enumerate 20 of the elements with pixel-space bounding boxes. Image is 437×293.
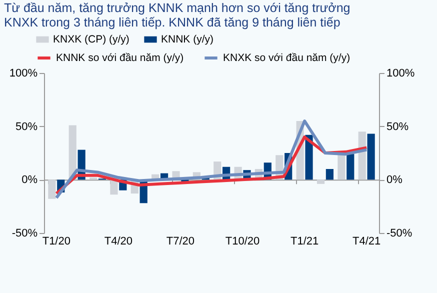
- x-tick-label: T1/21: [290, 236, 319, 248]
- y2-tick-label: 50%: [386, 120, 409, 133]
- y2-tick-label: 0%: [386, 174, 403, 186]
- y2-tick-label: 100%: [386, 68, 415, 80]
- y-tick-label: 100%: [9, 68, 38, 80]
- legend-label: KNXK so với đầu năm (y/y): [223, 52, 350, 64]
- x-tick-label: T4/21: [352, 236, 381, 248]
- legend-label: KNNK so với đầu năm (y/y): [56, 52, 184, 64]
- text: Từ đầu năm, tăng trưởng KNNK mạnh hơn so với tăng trưởng: [4, 1, 350, 15]
- y-tick-label: -50%: [12, 228, 38, 240]
- legend-label: KNXK (CP) (y/y): [53, 34, 130, 46]
- y2-tick-label: -50%: [386, 228, 412, 240]
- text: KNXK trong 3 tháng liên tiếp. KNNK đã tăng 9 tháng liên tiếp: [4, 16, 340, 30]
- x-tick-label: T7/20: [166, 236, 195, 248]
- y-tick-label: 50%: [15, 120, 38, 133]
- x-tick-label: T1/20: [42, 236, 70, 248]
- legend-label: KNNK (y/y): [161, 34, 214, 46]
- x-tick-label: T4/20: [104, 236, 133, 248]
- x-tick-label: T10/20: [225, 236, 260, 248]
- y-tick-label: 0%: [22, 174, 38, 186]
